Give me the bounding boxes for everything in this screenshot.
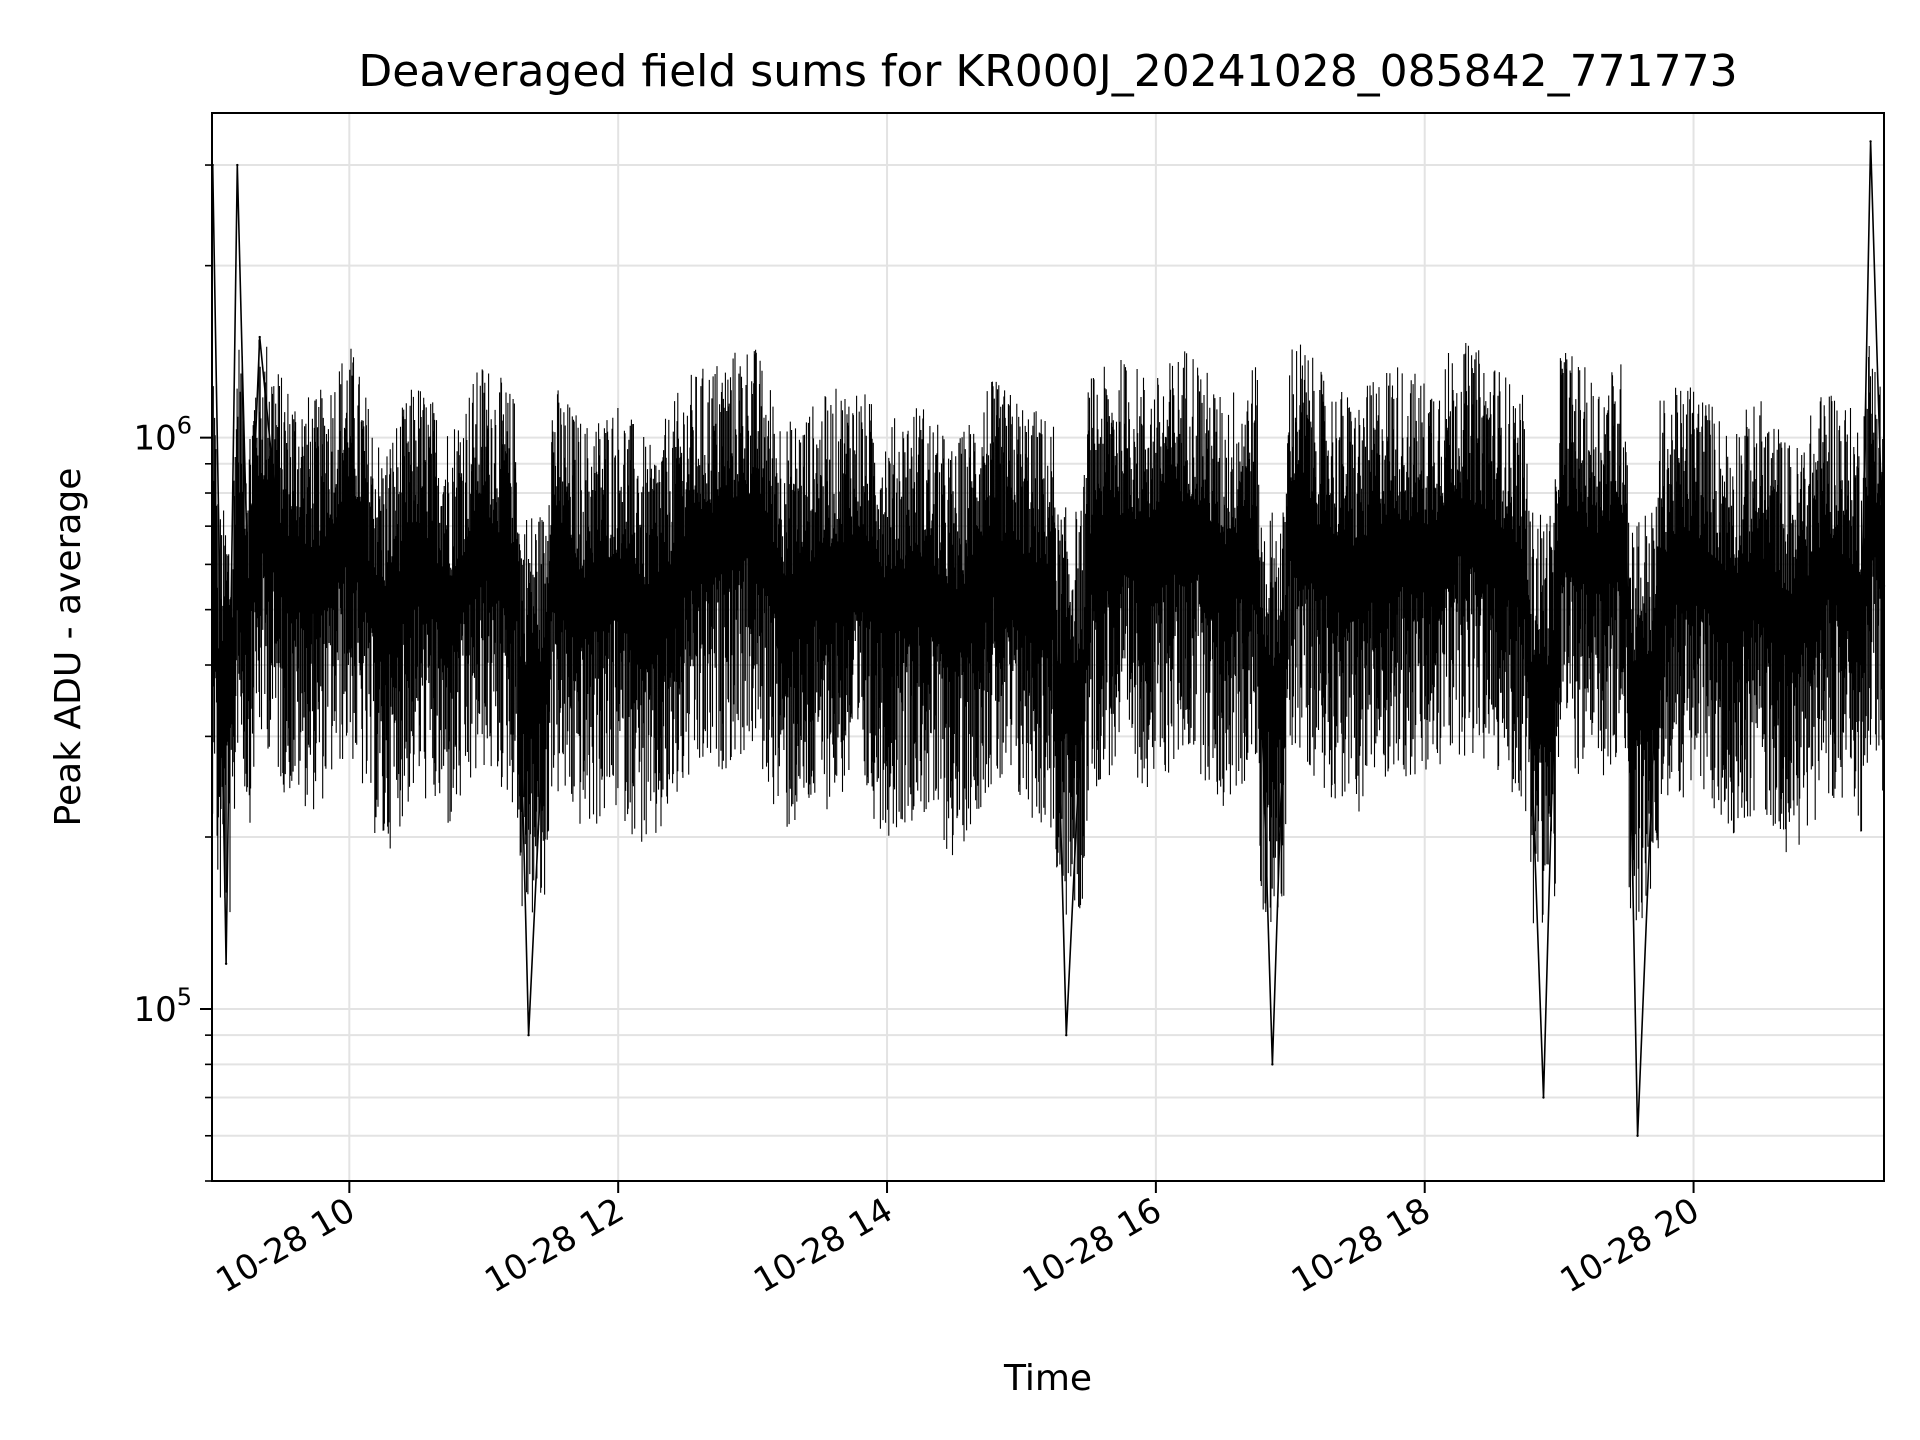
data-point bbox=[415, 563, 418, 566]
data-point bbox=[684, 563, 687, 566]
data-point bbox=[1625, 543, 1628, 546]
data-point bbox=[1725, 608, 1729, 611]
data-point bbox=[1636, 1134, 1639, 1137]
data-point bbox=[1423, 563, 1426, 566]
data-point bbox=[1188, 524, 1191, 528]
data-point bbox=[1860, 608, 1863, 611]
y-axis-title: Peak ADU - average bbox=[48, 468, 89, 827]
y-tick-exponent: 5 bbox=[177, 983, 192, 1011]
data-point bbox=[1542, 1096, 1545, 1099]
series-layer bbox=[211, 140, 1886, 1137]
data-point bbox=[717, 543, 721, 546]
data-point bbox=[1356, 584, 1359, 588]
data-point bbox=[919, 584, 922, 588]
y-tick-label: 105 bbox=[133, 983, 192, 1030]
data-point bbox=[1457, 524, 1460, 528]
data-point bbox=[986, 563, 990, 566]
y-tick-exponent: 6 bbox=[177, 412, 192, 440]
data-point bbox=[583, 608, 586, 611]
data-point bbox=[1087, 563, 1090, 566]
data-point bbox=[1759, 584, 1762, 588]
data-point bbox=[1869, 140, 1872, 143]
data-point bbox=[1524, 584, 1527, 588]
data-point bbox=[1289, 507, 1292, 511]
chart-title: Deaveraged field sums for KR000J_2024102… bbox=[358, 46, 1737, 97]
data-point bbox=[236, 163, 239, 167]
plot-frame bbox=[211, 112, 1885, 1182]
data-point bbox=[448, 608, 452, 611]
data-point bbox=[1557, 524, 1561, 528]
y-tick-label: 106 bbox=[133, 412, 192, 459]
data-point bbox=[1490, 543, 1494, 546]
data-point bbox=[247, 608, 250, 611]
data-point bbox=[751, 524, 754, 528]
data-point bbox=[1221, 584, 1225, 588]
data-point bbox=[1658, 584, 1662, 588]
data-point bbox=[381, 634, 385, 637]
data-point bbox=[1065, 1033, 1068, 1037]
data-point bbox=[527, 1033, 530, 1037]
data-point bbox=[1389, 543, 1393, 546]
data-point bbox=[1255, 543, 1258, 546]
data-point bbox=[953, 634, 956, 637]
y-tick-base: 10 bbox=[133, 419, 176, 459]
data-point bbox=[852, 563, 855, 566]
data-point bbox=[1271, 1063, 1274, 1066]
data-point bbox=[224, 962, 228, 965]
data-point bbox=[1826, 563, 1830, 566]
series-line bbox=[211, 141, 1885, 1136]
data-point bbox=[1322, 563, 1326, 566]
data-point bbox=[314, 584, 317, 588]
data-point bbox=[1121, 543, 1124, 546]
data-point bbox=[1591, 563, 1594, 566]
data-point bbox=[885, 608, 889, 611]
x-axis-title: Time bbox=[1003, 1358, 1092, 1399]
data-point bbox=[1020, 584, 1023, 588]
data-point bbox=[348, 524, 351, 528]
data-point bbox=[280, 563, 284, 566]
data-point bbox=[650, 634, 653, 637]
data-point bbox=[1053, 608, 1057, 611]
data-point bbox=[258, 335, 261, 339]
data-point bbox=[482, 543, 485, 546]
data-point bbox=[1793, 634, 1796, 637]
data-point bbox=[616, 584, 620, 588]
data-point bbox=[516, 584, 519, 588]
data-point bbox=[549, 563, 553, 566]
data-point bbox=[1154, 563, 1158, 566]
y-tick-base: 10 bbox=[133, 990, 176, 1030]
data-point bbox=[818, 584, 822, 588]
data-point bbox=[1692, 563, 1695, 566]
data-point bbox=[785, 608, 788, 611]
